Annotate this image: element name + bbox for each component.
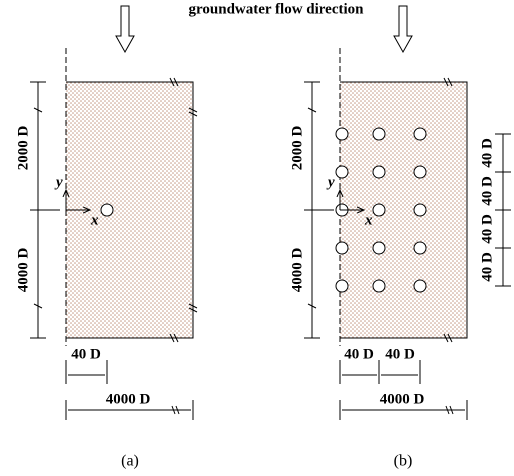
break-marks [443, 77, 453, 343]
dim-upper: 2000 D [15, 126, 31, 171]
vspacing-label: 40 D [479, 138, 495, 168]
y-label: y [326, 174, 335, 190]
flow-arrow [115, 5, 135, 54]
panel-a: y x 2000 D 4000 D 40 D 4000 D (a) [15, 48, 198, 470]
dim-vertical-spacing [495, 133, 511, 287]
width-label: 4000 D [380, 391, 425, 407]
spacing-label: 40 D [71, 346, 101, 362]
dim-width [339, 400, 468, 420]
well [372, 279, 386, 293]
dim-lower: 4000 D [15, 248, 31, 293]
well [413, 165, 427, 179]
well [372, 203, 386, 217]
well [335, 279, 349, 293]
flow-arrow [393, 5, 413, 54]
domain-border [66, 81, 194, 339]
dim-lower: 4000 D [289, 248, 305, 293]
dim-vertical [30, 81, 60, 339]
x-label: x [90, 212, 99, 228]
dim-spacing [339, 360, 421, 384]
well [335, 241, 349, 255]
caption: (a) [121, 453, 139, 470]
domain-border [340, 81, 468, 339]
spacing-label: 40 D [385, 346, 415, 362]
well [335, 127, 349, 141]
dim-spacing [65, 360, 108, 384]
break-marks [169, 77, 198, 343]
well [372, 165, 386, 179]
well [413, 279, 427, 293]
caption: (b) [394, 453, 413, 470]
panel-b: y x 2000 D 4000 D 40 D 40 D 4000 D 40 D … [289, 48, 511, 470]
well [413, 241, 427, 255]
dim-width [65, 400, 194, 420]
dim-upper: 2000 D [289, 126, 305, 171]
well [372, 127, 386, 141]
well [413, 127, 427, 141]
vspacing-label: 40 D [479, 176, 495, 206]
dim-vertical [304, 81, 334, 339]
width-label: 4000 D [106, 391, 151, 407]
vspacing-label: 40 D [479, 252, 495, 282]
well [100, 203, 114, 217]
well [413, 203, 427, 217]
well [335, 165, 349, 179]
vspacing-label: 40 D [479, 214, 495, 244]
well [372, 241, 386, 255]
x-label: x [364, 212, 373, 228]
y-label: y [54, 174, 63, 190]
spacing-label: 40 D [344, 346, 374, 362]
title: groundwater flow direction [189, 1, 365, 17]
